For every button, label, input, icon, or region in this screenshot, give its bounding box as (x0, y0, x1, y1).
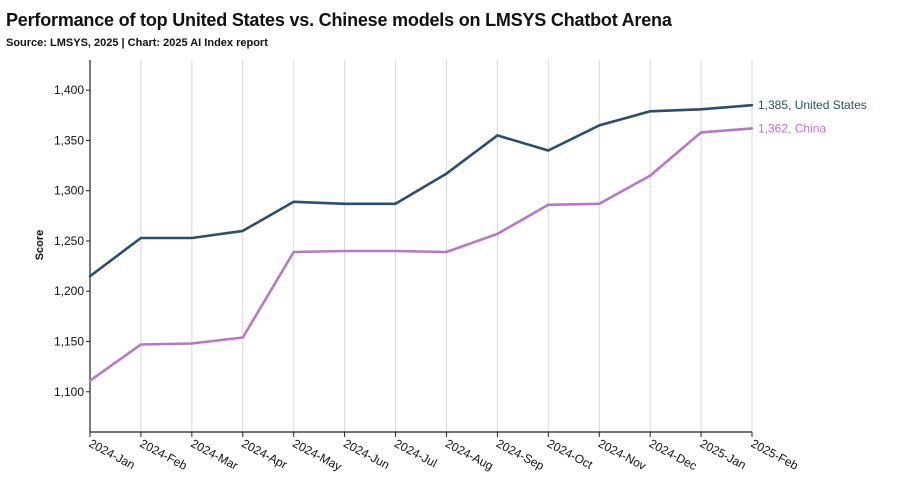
y-tick-label: 1,200 (54, 284, 84, 298)
x-tick-label: 2024-Dec (647, 436, 700, 473)
x-tick-label: 2024-Mar (188, 436, 240, 472)
y-tick-label: 1,250 (54, 234, 84, 248)
x-tick-label: 2024-May (290, 436, 344, 473)
x-tick-label: 2025-Jan (698, 436, 749, 472)
y-axis-label: Score (34, 230, 46, 261)
x-tick-label: 2024-Aug (443, 436, 496, 473)
chart-axes (89, 60, 752, 433)
y-tick-label: 1,350 (54, 133, 84, 147)
y-tick-label: 1,300 (54, 184, 84, 198)
series-lines (88, 103, 754, 383)
x-tick-label: 2024-Feb (138, 436, 190, 473)
y-tick-label: 1,150 (54, 335, 84, 349)
x-tick-label: 2024-Jul (392, 436, 439, 470)
grid-lines (140, 60, 753, 432)
x-tick-label: 2025-Feb (749, 436, 801, 473)
end-label-china: 1,362, China (758, 121, 826, 135)
x-tick-label: 2024-Jan (87, 436, 138, 472)
chart-subtitle: Source: LMSYS, 2025 | Chart: 2025 AI Ind… (6, 37, 268, 49)
x-tick-label: 2024-Nov (596, 436, 649, 473)
y-tick-label: 1,100 (54, 385, 84, 399)
series-line-united-states (88, 103, 754, 278)
series-line-china (88, 127, 754, 383)
end-label-united-states: 1,385, United States (758, 98, 867, 112)
chart-title: Performance of top United States vs. Chi… (6, 10, 672, 30)
y-tick-label: 1,400 (54, 83, 84, 97)
y-axis-ticks: 1,100 1,150 1,200 1,250 1,300 1,350 1,400 (54, 83, 90, 399)
x-tick-label: 2024-Jun (341, 436, 392, 472)
x-tick-label: 2024-Apr (239, 436, 289, 472)
series-end-labels: 1,385, United States 1,362, China (758, 98, 867, 135)
x-tick-label: 2024-Sep (494, 436, 547, 473)
x-tick-label: 2024-Oct (545, 436, 596, 472)
